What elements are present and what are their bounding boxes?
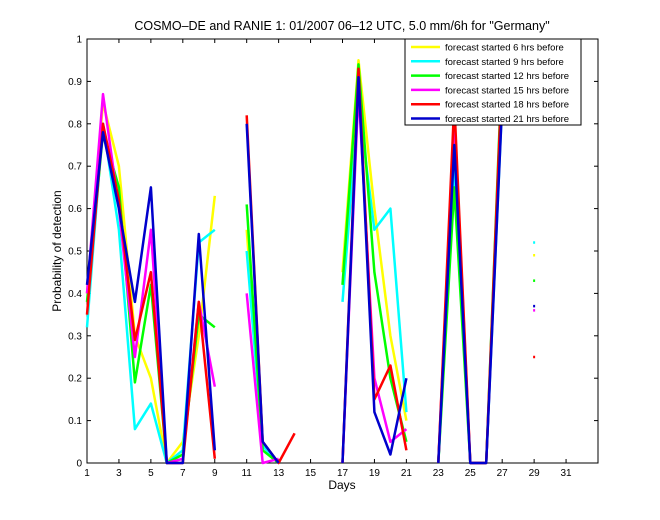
legend-box <box>404 38 582 126</box>
y-axis: 0 0.1 0.2 0.3 0.4 0.5 0.6 0.7 0.8 0.9 1 <box>68 35 598 470</box>
y-tick-label: 0.2 <box>68 374 82 385</box>
series-line <box>245 293 279 465</box>
x-tick-label: 15 <box>305 468 317 479</box>
legend-label: forecast started 15 hrs before <box>445 85 569 96</box>
series-layer <box>85 58 536 465</box>
x-tick-label: 25 <box>465 468 477 479</box>
legend: forecast started 6 hrs before forecast st… <box>404 38 582 126</box>
x-tick-label: 21 <box>401 468 413 479</box>
x-tick-label: 27 <box>497 468 509 479</box>
chart-title: COSMO–DE and RANIE 1: 01/2007 06–12 UTC,… <box>134 19 549 33</box>
x-tick-label: 19 <box>369 468 381 479</box>
y-tick-label: 0.1 <box>68 416 82 427</box>
series-line <box>437 102 504 465</box>
series-line <box>85 122 217 465</box>
y-tick-label: 1 <box>76 35 82 46</box>
legend-label: forecast started 6 hrs before <box>445 43 564 54</box>
y-axis-label: Probability of detection <box>50 190 64 311</box>
legend-label: forecast started 18 hrs before <box>445 100 569 111</box>
y-tick-label: 0.4 <box>68 289 82 300</box>
legend-label: forecast started 9 hrs before <box>445 57 564 68</box>
series-line <box>341 75 408 464</box>
x-tick-label: 3 <box>116 468 122 479</box>
x-tick-label: 1 <box>84 468 90 479</box>
x-tick-label: 13 <box>273 468 285 479</box>
x-tick-label: 11 <box>241 468 252 479</box>
legend-label: forecast started 21 hrs before <box>445 114 569 125</box>
x-tick-label: 7 <box>180 468 186 479</box>
x-axis-label: Days <box>328 478 355 492</box>
series-line <box>245 123 280 464</box>
y-tick-label: 0.6 <box>68 204 82 215</box>
y-tick-label: 0.3 <box>68 331 82 342</box>
legend-label: forecast started 12 hrs before <box>445 71 569 82</box>
y-tick-label: 0.7 <box>68 162 82 173</box>
y-tick-label: 0.9 <box>68 77 82 88</box>
y-tick-label: 0.5 <box>68 247 82 258</box>
series-line <box>85 131 217 465</box>
x-tick-label: 31 <box>561 468 573 479</box>
series-line <box>341 101 408 413</box>
x-tick-label: 9 <box>212 468 218 479</box>
series-6 <box>85 75 536 465</box>
x-axis: 1 3 5 7 9 11 13 15 17 19 21 23 25 27 29 31 <box>84 39 572 479</box>
x-tick-label: 23 <box>433 468 445 479</box>
x-tick-label: 17 <box>337 468 349 479</box>
x-tick-label: 5 <box>148 468 154 479</box>
y-tick-label: 0 <box>76 459 82 470</box>
x-tick-label: 29 <box>529 468 541 479</box>
y-tick-label: 0.8 <box>68 119 82 130</box>
